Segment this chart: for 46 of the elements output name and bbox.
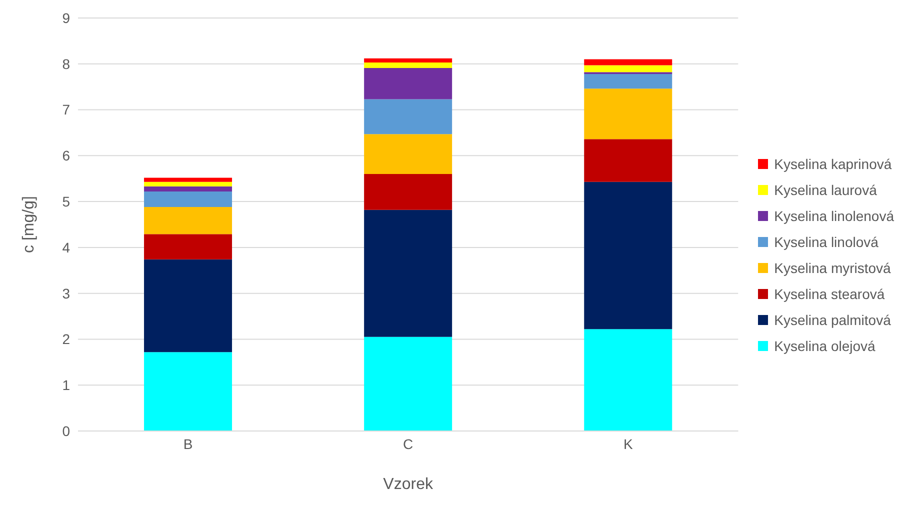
y-tick-label: 0 bbox=[62, 422, 70, 439]
bar bbox=[584, 74, 672, 89]
bar bbox=[364, 58, 452, 63]
bar bbox=[584, 88, 672, 140]
x-axis-title: Vzorek bbox=[383, 476, 434, 493]
y-tick-label: 3 bbox=[62, 285, 70, 302]
legend-label: Kyselina stearová bbox=[774, 286, 885, 302]
legend-label: Kyselina olejová bbox=[774, 338, 876, 354]
y-tick-label: 2 bbox=[62, 331, 70, 348]
bar bbox=[144, 234, 232, 260]
legend-label: Kyselina laurová bbox=[774, 182, 877, 198]
legend-label: Kyselina palmitová bbox=[774, 312, 891, 328]
y-tick-label: 6 bbox=[62, 148, 70, 164]
bar bbox=[144, 352, 232, 431]
bar bbox=[364, 62, 452, 68]
bar bbox=[364, 99, 452, 134]
bar bbox=[584, 65, 672, 72]
bar bbox=[584, 182, 672, 330]
bar bbox=[364, 210, 452, 337]
y-tick-label: 5 bbox=[62, 194, 70, 210]
bar bbox=[144, 178, 232, 182]
bar bbox=[584, 59, 672, 66]
legend-label: Kyselina kaprinová bbox=[774, 156, 892, 172]
x-tick-label: K bbox=[623, 436, 634, 452]
x-tick-label: C bbox=[403, 436, 414, 452]
legend-label: Kyselina linolenová bbox=[774, 208, 894, 224]
y-tick-label: 7 bbox=[62, 102, 70, 118]
y-tick-label: 1 bbox=[62, 377, 70, 394]
bar bbox=[144, 182, 232, 186]
bar bbox=[584, 139, 672, 182]
bar bbox=[364, 134, 452, 174]
bar bbox=[364, 174, 452, 210]
bar bbox=[364, 336, 452, 431]
bar bbox=[144, 186, 232, 192]
y-axis-title: c [mg/g] bbox=[20, 196, 38, 253]
bar bbox=[584, 329, 672, 431]
y-tick-label: 4 bbox=[62, 239, 70, 256]
bar bbox=[144, 191, 232, 208]
legend-label: Kyselina myristová bbox=[774, 260, 891, 276]
y-tick-label: 8 bbox=[62, 56, 70, 72]
bar bbox=[144, 207, 232, 234]
legend-label: Kyselina linolová bbox=[774, 234, 878, 250]
bar bbox=[144, 259, 232, 352]
x-tick-label: B bbox=[183, 436, 193, 452]
y-tick-label: 9 bbox=[62, 10, 70, 26]
bar bbox=[364, 68, 452, 100]
